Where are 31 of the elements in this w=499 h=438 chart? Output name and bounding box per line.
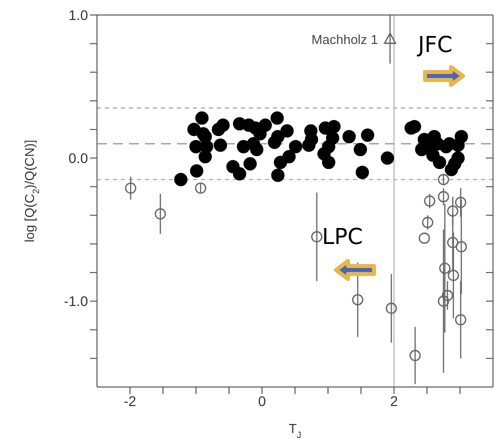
point xyxy=(447,205,458,217)
point xyxy=(455,314,466,326)
point xyxy=(424,195,436,207)
point xyxy=(438,191,450,202)
point xyxy=(384,32,396,44)
x-axis-title: T$_{J}$ xyxy=(288,421,302,438)
x-tick-label: -2 xyxy=(124,392,136,409)
point xyxy=(154,208,166,220)
point xyxy=(456,241,467,252)
y-tick-label: -1.0 xyxy=(64,293,88,310)
point xyxy=(125,182,136,194)
point xyxy=(442,290,454,302)
annotation: Machholz 1 xyxy=(312,32,378,47)
point xyxy=(422,216,434,228)
point xyxy=(352,294,364,306)
point xyxy=(439,262,450,274)
point xyxy=(386,302,398,314)
x-tick-label: 0 xyxy=(258,392,266,409)
point xyxy=(438,296,450,307)
y-tick-label: 1.0 xyxy=(68,6,88,23)
point xyxy=(194,182,206,194)
y-tick-label: 0.0 xyxy=(68,150,88,166)
point xyxy=(409,350,421,362)
point xyxy=(311,231,322,242)
point xyxy=(447,236,458,248)
point xyxy=(455,196,466,208)
annotation: JFC xyxy=(418,33,453,58)
x-tick-label: 2 xyxy=(390,392,398,409)
point xyxy=(448,270,460,282)
point xyxy=(418,232,430,244)
annotation: LPC xyxy=(322,225,363,250)
